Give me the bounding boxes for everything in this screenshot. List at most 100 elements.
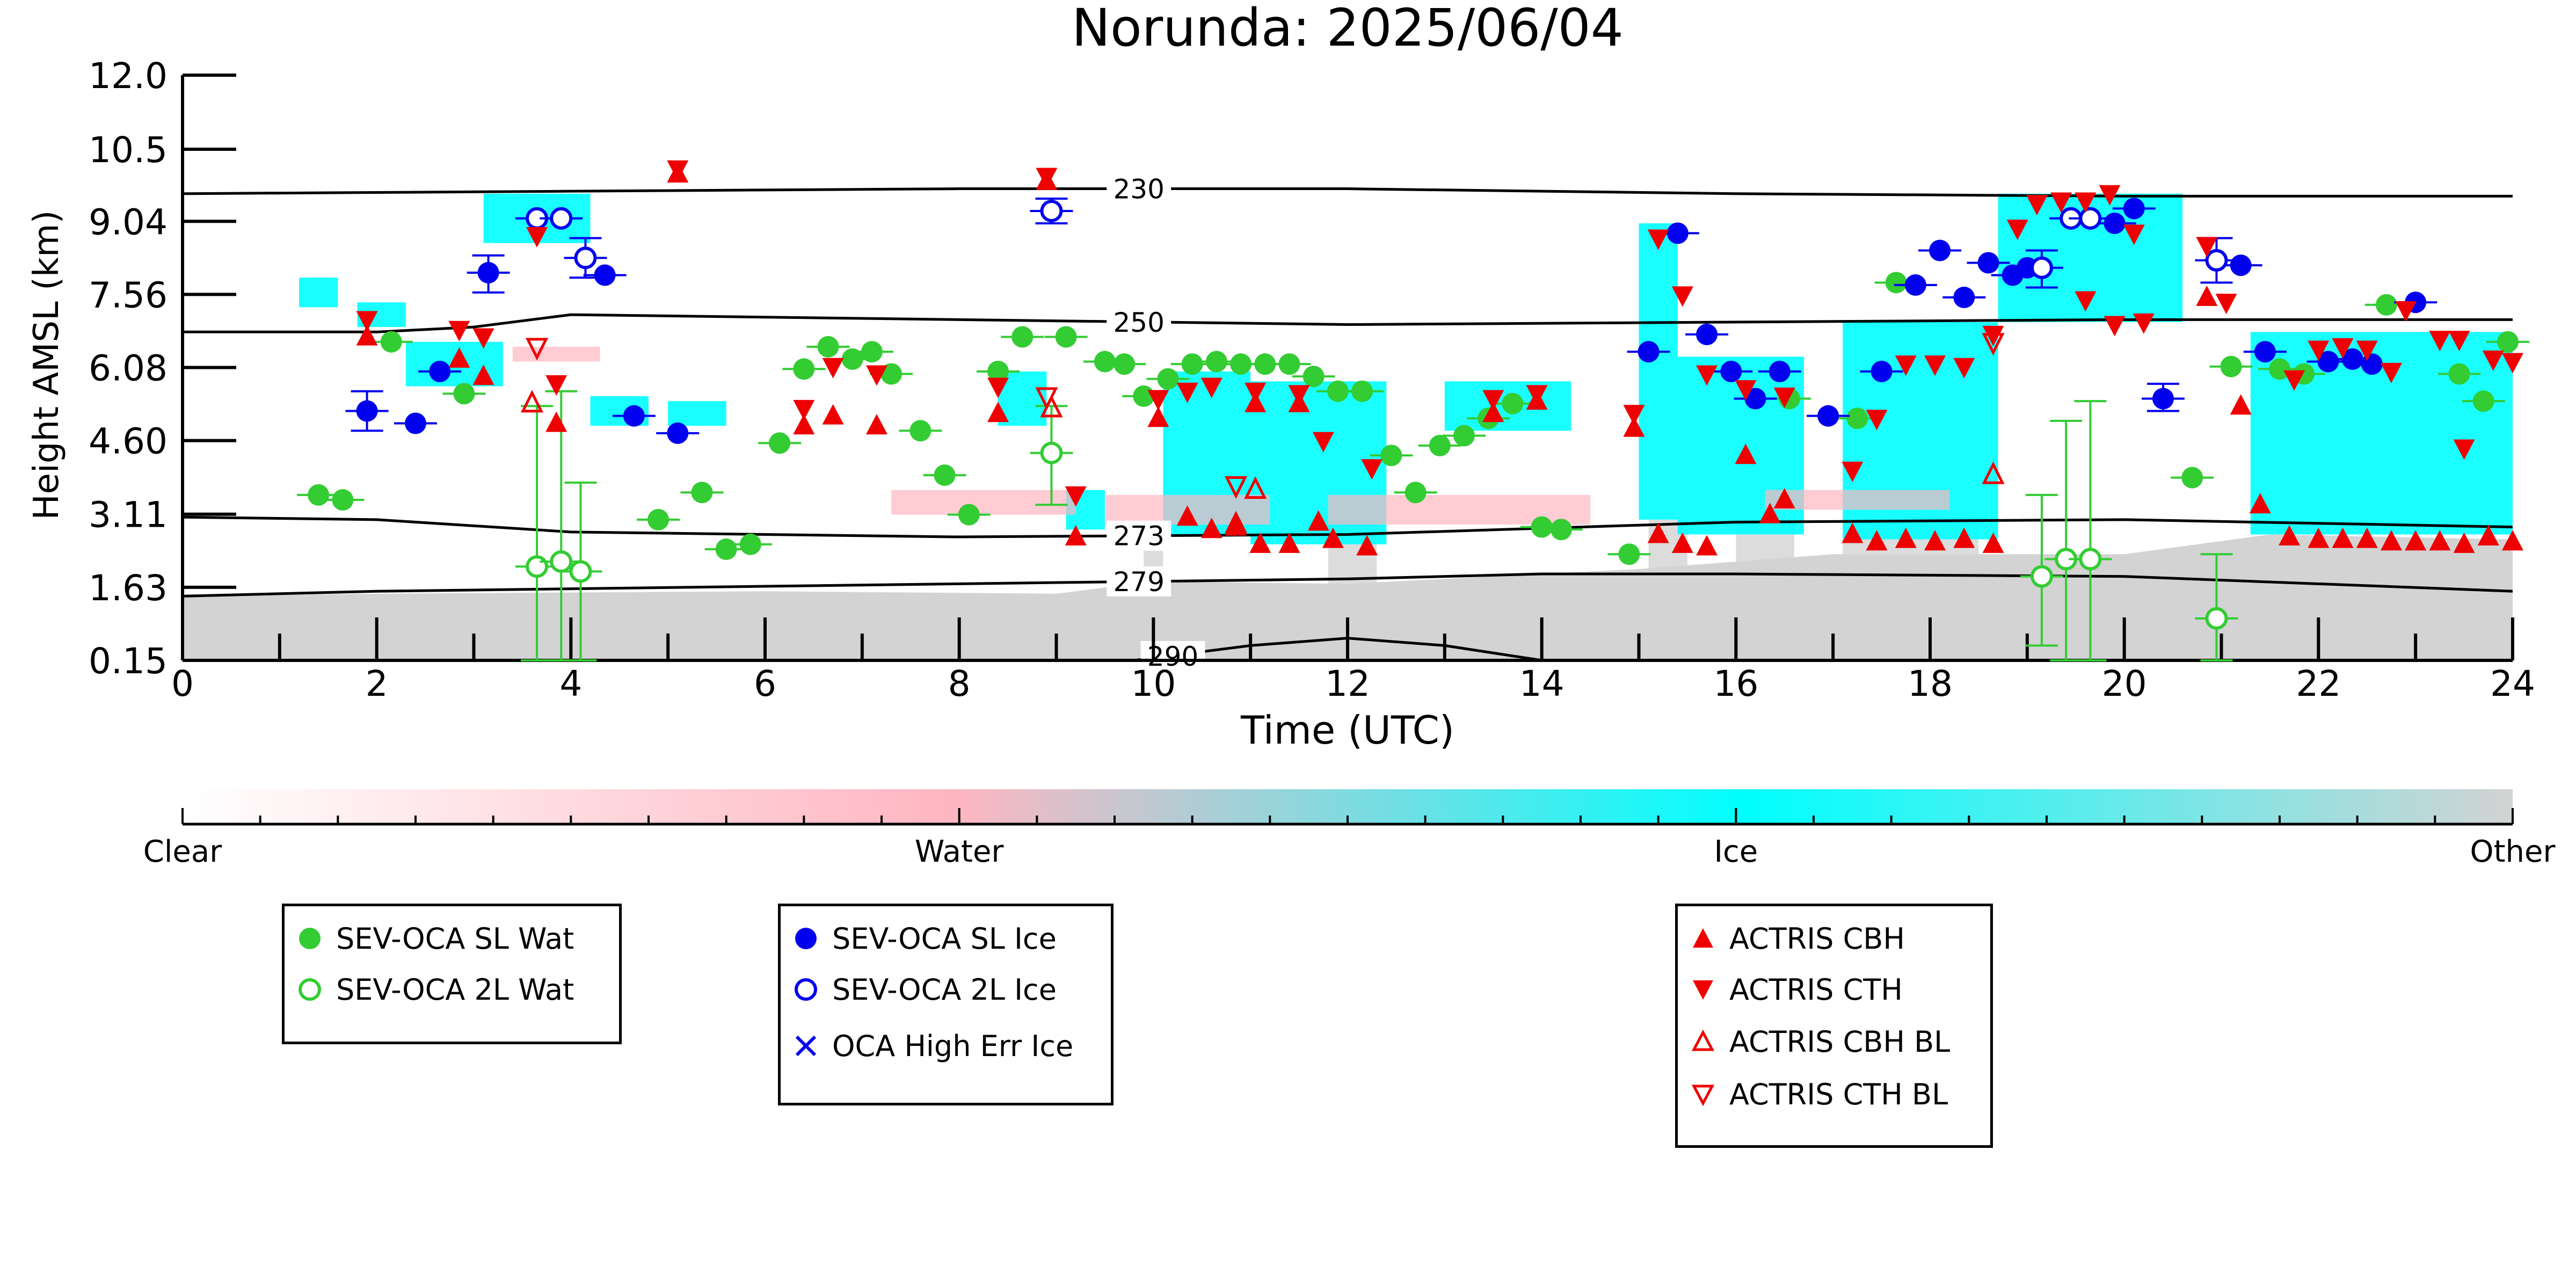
isotherm-250	[183, 313, 2513, 333]
sev-oca-sl-wat-marker	[1055, 326, 1077, 348]
sev-oca-sl-ice-marker	[477, 261, 499, 283]
sev-oca-sl-wat-marker	[2181, 467, 2203, 489]
sev-oca-sl-wat-marker	[769, 432, 791, 454]
actris-cbh-marker	[1225, 515, 1247, 536]
actris-cbh-marker	[448, 347, 470, 368]
sev-oca-sl-ice-marker	[667, 422, 689, 444]
sev-oca-2l-wat-marker	[526, 555, 549, 578]
sev-oca-sl-wat-marker	[1278, 353, 1300, 375]
x-tick-label: 16	[1713, 663, 1758, 704]
sev-oca-2l-wat-marker	[2079, 548, 2102, 571]
blue-x-icon	[795, 1035, 817, 1057]
sev-oca-2l-ice-marker	[1040, 199, 1063, 222]
sev-oca-sl-wat-marker	[1157, 368, 1179, 390]
sev-oca-sl-ice-marker	[623, 405, 645, 427]
sev-oca-sl-ice-marker	[1929, 239, 1951, 261]
actris-cbh-marker	[1735, 443, 1757, 464]
actris-cth-marker	[1036, 168, 1058, 188]
actris-cth-marker	[472, 328, 494, 349]
sev-oca-2l-wat-marker	[1040, 441, 1063, 464]
legend-label: SEV-OCA 2L Wat	[336, 972, 574, 1007]
actris-cbh-marker	[822, 404, 844, 425]
sev-oca-sl-ice-marker	[594, 264, 616, 286]
isotherm-label-bg	[1107, 173, 1171, 204]
sev-oca-sl-wat-marker	[1502, 392, 1524, 414]
chart-title: Norunda: 2025/06/04	[1072, 0, 1624, 58]
actris-cth-marker	[1647, 229, 1669, 250]
actris-cth-marker	[1312, 432, 1334, 453]
actris-cbh-marker	[2356, 527, 2378, 548]
sev-oca-sl-wat-marker	[934, 464, 956, 486]
actris-cbh-marker	[2230, 394, 2252, 415]
actris-cbh-marker	[1482, 402, 1504, 423]
actris-cth-marker	[2429, 331, 2451, 352]
actris-cth-marker	[2104, 316, 2126, 337]
actris-cth-marker	[2482, 350, 2504, 371]
isotherm-label: 250	[1113, 307, 1164, 338]
actris-cth-bl-marker	[1035, 387, 1058, 410]
sev-oca-sl-wat-marker	[2472, 390, 2494, 412]
actris-cth-marker	[2196, 237, 2218, 258]
actris-cbh-marker	[1982, 532, 2004, 553]
actris-cbh-marker	[793, 414, 815, 435]
sev-oca-sl-wat-marker	[715, 539, 737, 561]
y-tick-label: 4.60	[89, 421, 168, 462]
sev-oca-sl-ice-marker	[1696, 323, 1718, 345]
sev-oca-sl-ice-marker	[1871, 360, 1893, 382]
sev-oca-2l-ice-marker	[2030, 256, 2053, 279]
actris-cth-marker	[793, 399, 815, 420]
sev-oca-sl-wat-marker	[1114, 353, 1136, 375]
ice-phase-region	[668, 401, 726, 426]
actris-cth-marker	[2133, 313, 2155, 334]
actris-cth-marker	[2448, 331, 2470, 352]
actris-cbh-marker	[2249, 493, 2271, 514]
actris-cth-marker	[448, 321, 470, 341]
actris-cth-marker	[987, 377, 1009, 398]
sev-oca-sl-wat-marker	[2448, 363, 2470, 385]
sev-oca-sl-wat-marker	[647, 508, 670, 530]
sev-oca-sl-wat-marker	[1351, 380, 1373, 402]
sev-oca-sl-wat-marker	[2497, 331, 2519, 353]
sev-oca-sl-ice-marker	[429, 360, 451, 382]
legend-item: ACTRIS CTH BL	[1689, 1078, 1948, 1111]
x-tick-label: 22	[2296, 663, 2341, 704]
actris-cbh-marker	[1866, 530, 1888, 551]
isotherm-label-bg	[1107, 520, 1171, 551]
actris-cth-marker	[1482, 390, 1504, 411]
other-phase-column	[1736, 519, 1794, 649]
actris-cth-marker	[2215, 294, 2237, 315]
actris-cbh-marker	[1895, 527, 1917, 548]
x-tick-label: 12	[1325, 663, 1370, 704]
actris-cth-marker	[1953, 358, 1975, 379]
sev-oca-2l-ice-marker	[574, 246, 597, 270]
sev-oca-sl-wat-marker	[1302, 366, 1325, 388]
actris-cth-marker	[545, 375, 567, 396]
actris-cth-marker	[865, 365, 887, 386]
colorbar-label: Ice	[1714, 834, 1758, 869]
sev-oca-sl-wat-marker	[1429, 434, 1451, 456]
y-tick-label: 7.56	[89, 274, 168, 316]
sev-oca-sl-wat-marker	[1846, 407, 1868, 430]
actris-cth-marker	[1065, 486, 1087, 507]
actris-cth-marker	[2026, 195, 2048, 216]
actris-cbh-bl-marker	[1224, 511, 1248, 534]
actris-cbh-marker	[2196, 285, 2218, 306]
actris-cth-marker	[2395, 301, 2417, 322]
sev-oca-sl-wat-marker	[1531, 516, 1553, 538]
actris-cth-marker	[2075, 291, 2097, 312]
y-tick-label: 1.63	[89, 567, 168, 609]
actris-cth-marker	[1147, 390, 1169, 411]
x-tick-label: 20	[2102, 663, 2147, 704]
actris-cbh-marker	[2332, 527, 2354, 548]
actris-cbh-marker	[1065, 525, 1087, 546]
sev-oca-sl-ice-marker	[1977, 252, 1999, 274]
x-tick-label: 6	[754, 663, 776, 704]
actris-cth-marker	[2283, 370, 2305, 391]
filled-green-circle-icon	[299, 928, 321, 949]
sev-oca-sl-ice-marker	[2123, 198, 2145, 220]
sev-oca-sl-wat-marker	[1205, 351, 1227, 373]
sev-oca-sl-wat-marker	[909, 420, 932, 442]
sev-oca-sl-ice-marker	[2361, 353, 2383, 375]
sev-oca-sl-wat-marker	[308, 484, 330, 506]
